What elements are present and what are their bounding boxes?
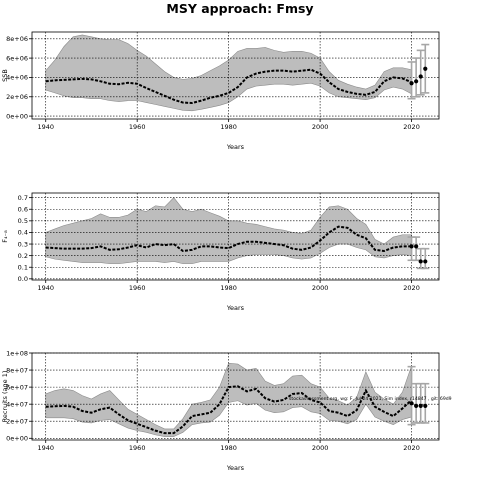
- y-tick-label: 8e+07: [6, 366, 28, 374]
- y-tick-label: 4e+07: [6, 400, 28, 408]
- x-axis-label: Years: [226, 304, 245, 312]
- y-tick-label: 6e+06: [6, 54, 28, 62]
- y-axis-label: F₄₋₈: [1, 230, 9, 243]
- panel-1: 1940 1960 1980 2000 2020 0e+00 2e+06 4e+06 6e+06…: [1, 31, 440, 151]
- y-axis-label: Recruits (age 1): [1, 371, 9, 423]
- y-tick-label: 0.0: [18, 275, 28, 283]
- y-tick-label: 0.3: [18, 240, 28, 248]
- axes-frame: [31, 192, 440, 281]
- forecast-point: [409, 244, 414, 249]
- y-axis-label: SSB: [1, 69, 9, 82]
- y-tick-label: 0.6: [18, 206, 28, 214]
- y-tick-label: 2e+07: [6, 418, 28, 426]
- x-tick-label: 2020: [403, 284, 420, 292]
- chart-title: MSY approach: Fmsy: [166, 1, 314, 16]
- axes-frame: [31, 31, 440, 120]
- forecast-point: [414, 79, 419, 84]
- panel-2: 1940 1960 1980 2000 2020 0.0 0.1 0.2 0.3 0.4 0.5 0.…: [1, 192, 440, 312]
- x-tick-label: 1940: [37, 284, 54, 292]
- x-tick-label: 2000: [312, 444, 329, 452]
- y-tick-label: 0.2: [18, 252, 28, 260]
- x-tick-label: 1940: [37, 123, 54, 131]
- y-tick-label: 4e+06: [6, 74, 28, 82]
- x-tick-label: 1940: [37, 444, 54, 452]
- forecast-point: [423, 66, 428, 71]
- forecast-point: [414, 244, 419, 249]
- y-tick-label: 6e+07: [6, 383, 28, 391]
- forecast-point: [418, 403, 423, 408]
- y-tick-label: 0e+00: [6, 435, 28, 443]
- x-tick-label: 1980: [220, 444, 237, 452]
- forecast-point: [418, 259, 423, 264]
- x-tick-label: 2000: [312, 284, 329, 292]
- y-tick-label: 0e+00: [6, 112, 28, 120]
- estimate-line: [45, 225, 412, 253]
- y-tick-label: 0.4: [18, 229, 28, 237]
- panel-3: 1940 1960 1980 2000 2020 0e+00 2e+07 4e+07 6e+07…: [1, 349, 440, 472]
- y-tick-label: 0.1: [18, 264, 28, 272]
- y-tick-label: 2e+06: [6, 93, 28, 101]
- x-tick-label: 1960: [129, 123, 146, 131]
- x-axis-label: Years: [226, 143, 245, 151]
- axes-frame: [31, 352, 440, 441]
- y-tick-label: 8e+06: [6, 35, 28, 43]
- forecast-point: [423, 403, 428, 408]
- y-tick-label: 0.7: [18, 194, 28, 202]
- x-tick-label: 1980: [220, 123, 237, 131]
- x-tick-label: 1960: [129, 444, 146, 452]
- forecast-point: [423, 259, 428, 264]
- forecast-point: [418, 74, 423, 79]
- y-tick-label: 1e+08: [6, 349, 28, 357]
- x-tick-label: 2020: [403, 444, 420, 452]
- x-tick-label: 2000: [312, 123, 329, 131]
- x-tick-label: 2020: [403, 123, 420, 131]
- x-tick-label: 1980: [220, 284, 237, 292]
- forecast-point: [409, 81, 414, 86]
- estimate-line: [45, 385, 413, 435]
- x-axis-label: Years: [226, 464, 245, 472]
- estimate-line: [45, 68, 412, 105]
- forecast-point: [414, 403, 419, 408]
- forecast-point: [409, 401, 414, 406]
- footnote: stockassessment.org, wg: F, Jul 24 2021,…: [289, 396, 452, 402]
- x-tick-label: 1960: [129, 284, 146, 292]
- y-tick-label: 0.5: [18, 217, 28, 225]
